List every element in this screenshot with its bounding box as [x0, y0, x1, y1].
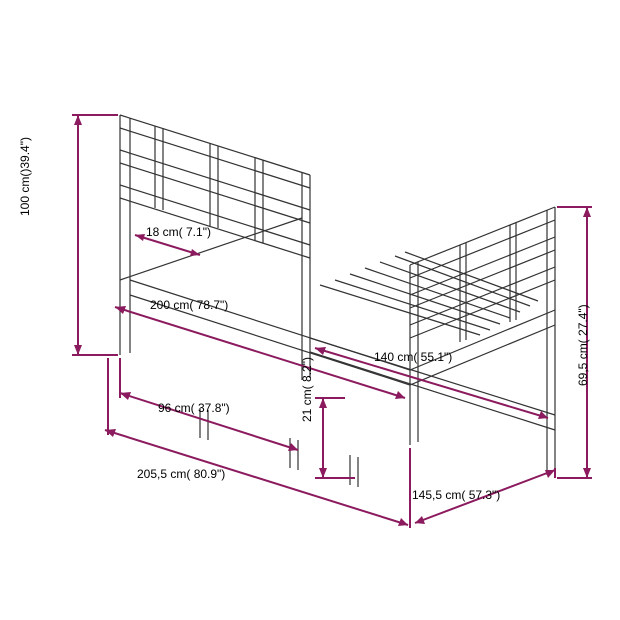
dim-label-height: 100 cm()39.4") [18, 137, 32, 216]
technical-diagram: 100 cm()39.4") 18 cm( 7.1") 200 cm( 78.7… [0, 0, 620, 620]
dim-label-205cm: 205,5 cm( 80.9") [137, 467, 225, 481]
dim-label-69cm: 69,5 cm( 27.4") [576, 304, 590, 386]
dim-label-140cm: 140 cm( 55.1") [374, 350, 452, 364]
dim-label-145cm: 145,5 cm( 57.3") [412, 488, 500, 502]
dim-label-200cm: 200 cm( 78.7") [150, 298, 228, 312]
dim-label-18cm: 18 cm( 7.1") [146, 225, 211, 239]
dim-label-96cm: 96 cm( 37.8") [158, 401, 230, 415]
dim-label-21cm: 21 cm( 8.2") [300, 357, 314, 422]
